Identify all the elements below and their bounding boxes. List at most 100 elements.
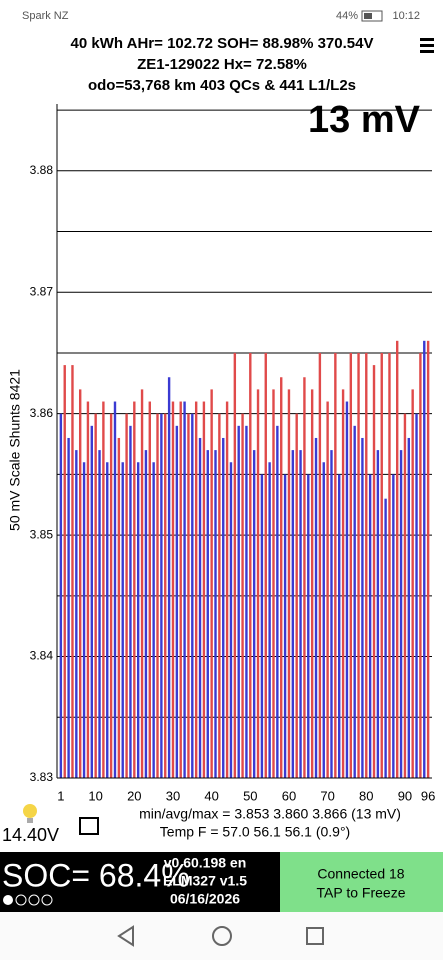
clock: 10:12 bbox=[392, 10, 420, 22]
bar bbox=[121, 462, 124, 778]
bar bbox=[384, 498, 387, 778]
bar bbox=[156, 413, 159, 778]
bar bbox=[365, 352, 368, 778]
bar bbox=[194, 401, 198, 778]
bar bbox=[202, 401, 206, 778]
bar bbox=[322, 462, 325, 778]
bar bbox=[334, 352, 337, 778]
bar bbox=[222, 437, 225, 778]
bar bbox=[179, 401, 182, 778]
annotation: 13 mV bbox=[308, 99, 421, 141]
battery-level bbox=[364, 13, 372, 19]
bar bbox=[82, 462, 86, 778]
bulb-icon bbox=[23, 804, 37, 823]
bar bbox=[67, 437, 70, 778]
bar bbox=[407, 437, 411, 778]
y-tick-label: 3.84 bbox=[30, 649, 54, 663]
x-tick-label: 30 bbox=[166, 788, 180, 803]
bar bbox=[260, 474, 264, 778]
bar bbox=[183, 401, 186, 778]
calendar-icon[interactable] bbox=[79, 817, 99, 835]
bar bbox=[291, 450, 295, 778]
bar bbox=[218, 413, 221, 778]
bar bbox=[361, 437, 364, 778]
nav-home[interactable] bbox=[212, 926, 232, 946]
bar bbox=[86, 401, 90, 778]
bar bbox=[299, 450, 302, 778]
bar bbox=[353, 425, 356, 778]
menu-icon[interactable] bbox=[420, 38, 434, 53]
header-line: 40 kWh AHr= 102.72 SOH= 88.98% 370.54V bbox=[71, 35, 374, 52]
bar bbox=[113, 401, 117, 778]
bar bbox=[75, 450, 78, 778]
battery-icon bbox=[361, 10, 383, 22]
x-tick-label: 40 bbox=[204, 788, 218, 803]
bar bbox=[349, 352, 353, 778]
bar bbox=[109, 413, 113, 778]
bar bbox=[372, 365, 376, 778]
bar bbox=[341, 389, 345, 778]
bar bbox=[303, 377, 306, 778]
bar bbox=[225, 401, 229, 778]
bar bbox=[133, 401, 136, 778]
x-tick-label: 50 bbox=[243, 788, 257, 803]
bar bbox=[268, 462, 271, 778]
x-tick-label: 1 bbox=[57, 788, 64, 803]
x-tick-label: 90 bbox=[398, 788, 412, 803]
bar bbox=[241, 413, 244, 778]
bar bbox=[392, 474, 395, 778]
bar bbox=[102, 401, 105, 778]
bar bbox=[264, 352, 267, 778]
temperature: Temp F = 57.0 56.1 56.1 (0.9°) bbox=[160, 824, 350, 840]
bar bbox=[160, 413, 163, 778]
bar bbox=[78, 389, 82, 778]
bar bbox=[283, 474, 287, 778]
bar bbox=[280, 377, 283, 778]
bar bbox=[310, 389, 314, 778]
bar bbox=[129, 425, 132, 778]
y-tick-label: 3.87 bbox=[30, 284, 54, 298]
bar bbox=[403, 413, 407, 778]
bar bbox=[187, 413, 190, 778]
bar bbox=[90, 425, 93, 778]
bar bbox=[148, 401, 151, 778]
nav-recent[interactable] bbox=[306, 927, 324, 945]
bar bbox=[229, 462, 233, 778]
bar bbox=[171, 401, 175, 778]
y-tick-label: 3.83 bbox=[30, 770, 54, 784]
bar bbox=[272, 389, 275, 778]
bar bbox=[191, 413, 194, 778]
bar bbox=[125, 413, 128, 778]
battery: 44% bbox=[336, 10, 358, 22]
bar bbox=[164, 413, 167, 778]
bar bbox=[245, 425, 248, 778]
bar bbox=[175, 425, 179, 778]
bar bbox=[117, 437, 121, 778]
bar bbox=[423, 340, 426, 778]
carrier: Spark NZ bbox=[22, 10, 69, 22]
x-tick-label: 10 bbox=[88, 788, 102, 803]
bar bbox=[59, 413, 63, 778]
bar bbox=[167, 377, 171, 778]
y-tick-label: 3.88 bbox=[30, 163, 54, 177]
bar bbox=[276, 425, 279, 778]
x-tick-label: 70 bbox=[320, 788, 334, 803]
bar bbox=[326, 401, 329, 778]
header-line: ZE1-129022 Hx= 72.58% bbox=[137, 56, 307, 73]
bar bbox=[256, 389, 260, 778]
y-axis-label: 50 mV Scale Shunts 8421 bbox=[7, 369, 23, 531]
bar bbox=[106, 462, 109, 778]
nav-back[interactable] bbox=[117, 925, 134, 947]
bar bbox=[210, 389, 213, 778]
plot: 3.83 3.84 3.85 3.86 3.87 3.88 1 10 20 30 40 50 60 70 8… bbox=[30, 104, 435, 803]
soc: SOC= 68.4% bbox=[2, 857, 190, 893]
bar bbox=[415, 413, 418, 778]
tap-to-freeze[interactable]: TAP to Freeze bbox=[317, 885, 406, 901]
bar bbox=[345, 401, 349, 778]
connect-button[interactable] bbox=[280, 852, 443, 912]
bar bbox=[252, 450, 256, 778]
soc-panel bbox=[0, 852, 280, 912]
bar bbox=[152, 462, 155, 778]
bar bbox=[426, 340, 430, 778]
